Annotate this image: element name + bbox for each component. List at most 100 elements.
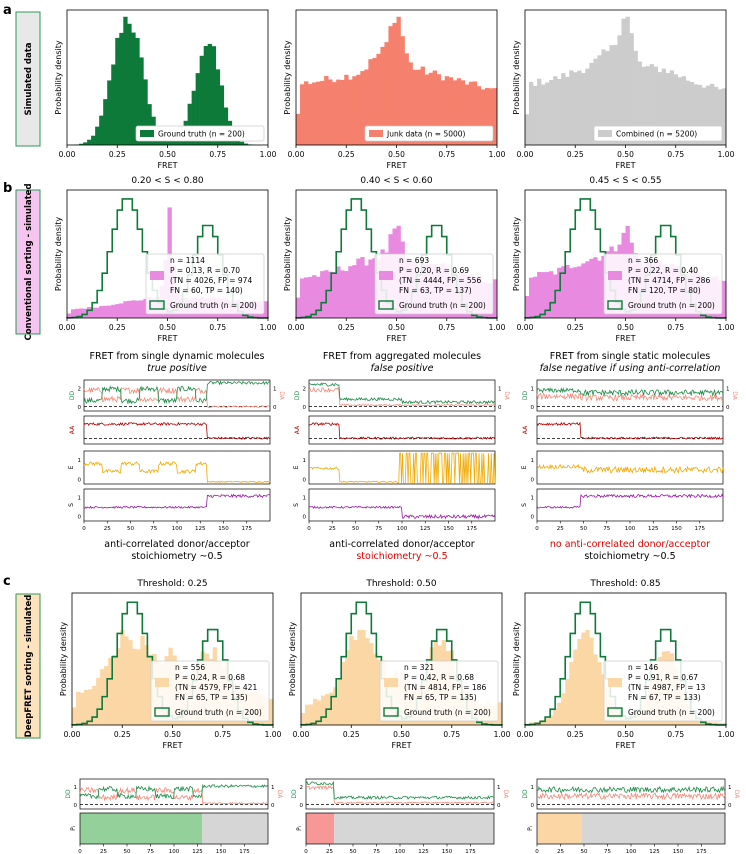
histogram-bar	[677, 77, 683, 145]
y-tick-label: 2	[300, 785, 304, 791]
histogram-bar	[79, 308, 84, 318]
legend-box	[379, 660, 499, 722]
histogram-bar	[316, 81, 321, 145]
x-tick-label: 75	[603, 526, 610, 532]
histogram-bar	[541, 272, 546, 318]
legend-swatch	[369, 130, 383, 137]
histogram-bar	[577, 70, 582, 145]
x-tick-label: 0.25	[567, 323, 584, 332]
histogram-bar	[123, 16, 128, 145]
histogram-bar	[95, 126, 100, 145]
x-tick-label: 0.25	[343, 730, 360, 739]
histogram-bar	[377, 659, 382, 725]
histogram-bar	[136, 649, 141, 725]
y-tick-label: 0	[273, 405, 277, 411]
histogram-bar	[360, 256, 365, 318]
histogram-bar	[132, 648, 137, 725]
s-axis-label: S	[293, 503, 300, 507]
p-axis-label: Pᵢ	[70, 826, 77, 831]
legend-entry: FN = 63, TP = 137)	[399, 286, 472, 295]
x-tick-label: 0.75	[209, 323, 226, 332]
histogram-bar	[115, 304, 120, 318]
histogram-bar	[139, 300, 144, 318]
e-trace-line	[83, 460, 271, 483]
histogram-bar	[569, 268, 574, 318]
trace-frame	[308, 415, 496, 445]
hist-chart-a2: 0.00 0.25 0.50 0.75 1.00 FRET Probability dens…	[283, 9, 506, 170]
y-tick-label: 0	[271, 803, 275, 809]
dd-trace-line	[536, 386, 724, 398]
histogram-bar	[657, 72, 662, 145]
histogram-bar	[621, 18, 626, 145]
histogram-bar	[300, 84, 305, 145]
legend-entry: n = 146	[628, 663, 658, 672]
histogram-bar	[432, 70, 437, 145]
histogram-bar	[317, 700, 322, 725]
x-tick-label: 0.50	[159, 323, 176, 332]
legend-entry: P = 0.22, R = 0.40	[628, 266, 698, 275]
x-tick-label: 0.50	[159, 150, 176, 159]
histogram-bar	[336, 266, 341, 318]
histogram-bar	[380, 46, 385, 145]
x-tick-label: 1.00	[494, 730, 511, 739]
histogram-bar	[661, 68, 666, 145]
histogram-bar	[348, 266, 353, 318]
histogram-bar	[99, 115, 104, 145]
s-trace-line	[536, 493, 724, 509]
x-tick-label: 150	[442, 849, 453, 854]
y-axis-label: Probability density	[59, 622, 68, 696]
s-trace-line	[83, 493, 271, 509]
trace-title: FRET from aggregated molecules	[323, 351, 481, 362]
y-tick-label: 1	[303, 496, 307, 502]
histogram-bar	[388, 26, 393, 145]
x-axis-label: FRET	[386, 161, 406, 170]
histogram-bar	[480, 89, 486, 145]
histogram-bar	[83, 308, 88, 318]
panel-letter: c	[3, 574, 11, 589]
legend-entry: (TN = 4444, FP = 556	[399, 276, 481, 285]
histogram-bar	[308, 276, 313, 318]
probability-fill	[80, 813, 203, 844]
hist-chart-a3: 0.00 0.25 0.50 0.75 1.00 FRET Probability dens…	[512, 9, 735, 170]
hist-chart-a1: 0.00 0.25 0.50 0.75 1.00 FRET Probability dens…	[54, 9, 277, 170]
legend-entry: Ground truth (n = 200)	[628, 301, 715, 310]
histogram-bar	[111, 64, 116, 145]
histogram-bar	[135, 300, 140, 318]
x-tick-label: 25	[100, 849, 107, 854]
y-tick-label: 1	[531, 496, 535, 502]
histogram-bar	[116, 648, 121, 725]
x-axis-label: FRET	[391, 741, 411, 750]
x-tick-label: 25	[326, 849, 333, 854]
legend-swatch	[379, 271, 393, 280]
x-axis-label: FRET	[386, 334, 406, 343]
legend-box	[603, 253, 723, 315]
histogram-bar	[561, 266, 566, 318]
x-tick-label: 175	[239, 849, 250, 854]
histogram-bar	[84, 689, 89, 725]
x-tick-label: 100	[397, 526, 408, 532]
histogram-bar	[163, 139, 168, 145]
histogram-bar	[119, 32, 124, 146]
trace-subtitle: true positive	[147, 363, 207, 374]
row-label-box	[15, 593, 41, 739]
x-tick-label: 175	[696, 849, 707, 854]
histogram-bar	[581, 263, 586, 318]
x-tick-label: 100	[169, 849, 180, 854]
histogram-bar	[316, 276, 321, 318]
histogram-bar	[557, 79, 562, 145]
histogram-bar	[557, 267, 562, 318]
legend-entry: Ground truth (n = 200)	[404, 708, 491, 717]
aa-axis-label: AA	[522, 425, 529, 434]
legend-entry: P = 0.24, R = 0.68	[175, 673, 245, 682]
y-tick-label: 1	[273, 386, 277, 392]
da-trace-line	[308, 386, 496, 407]
y-axis-label: Probability density	[54, 217, 63, 291]
x-tick-label: 0	[78, 849, 82, 854]
x-tick-label: 0.00	[288, 323, 305, 332]
trace-frame	[83, 450, 271, 485]
histogram-bar	[416, 69, 421, 145]
trace-caption: stoichiometry ~0.5	[584, 551, 675, 562]
histogram-bar	[585, 68, 590, 145]
histogram-bar	[492, 88, 498, 145]
probability-rest	[334, 813, 494, 844]
